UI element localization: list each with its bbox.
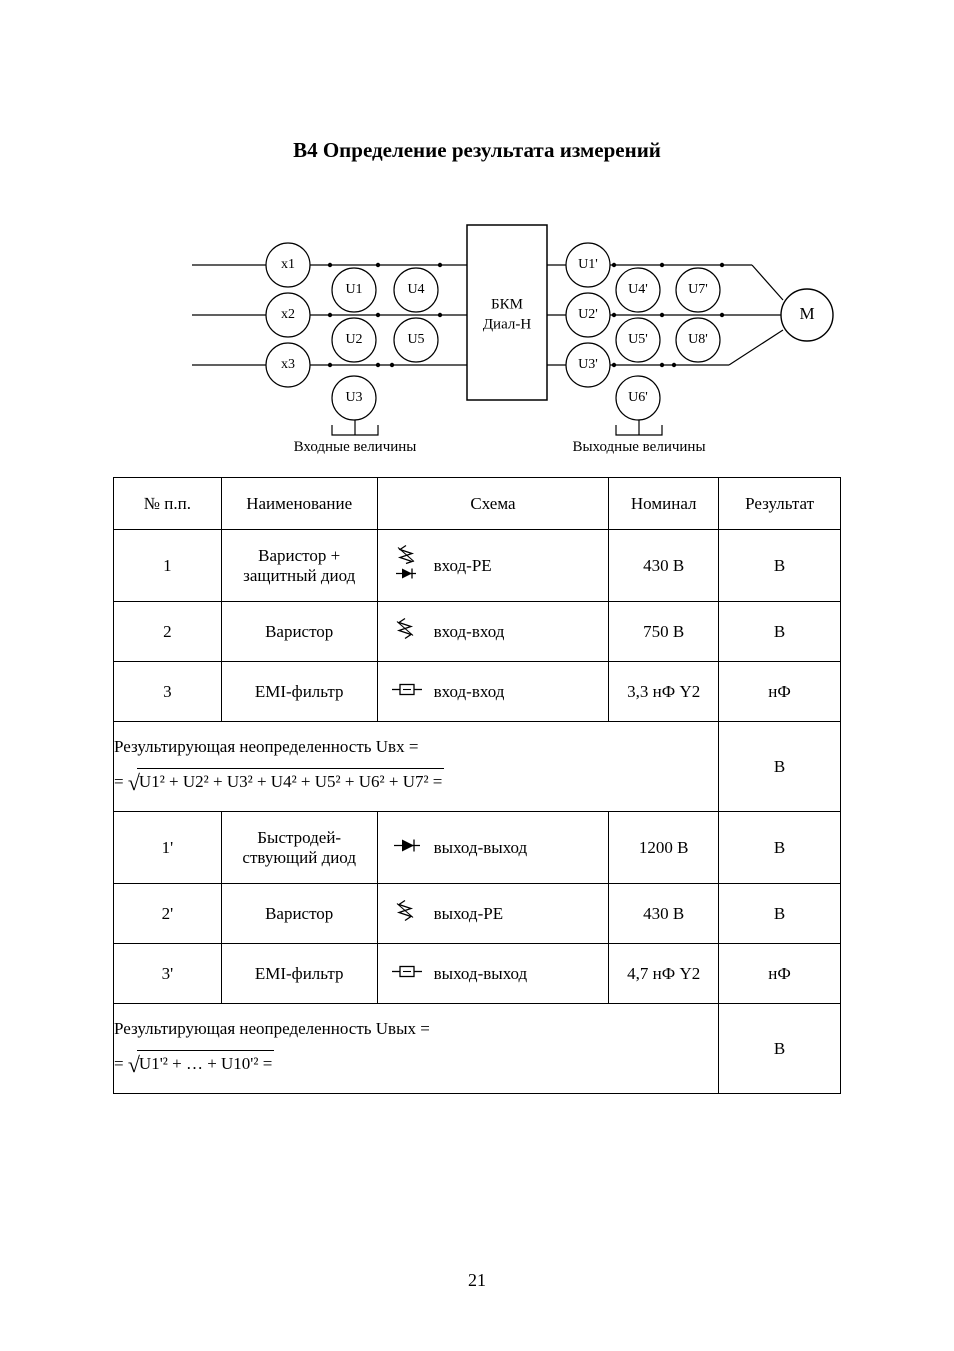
block-diagram: БКМ Диал-Н x1 x2 x3 U1 U2 U3 bbox=[192, 225, 832, 445]
left-input-x-group: x1 x2 x3 bbox=[266, 243, 310, 387]
page: B4 Определение результата измерений БКМ … bbox=[0, 0, 954, 1351]
hdr-res: Результат bbox=[719, 478, 841, 530]
table-header: № п.п. Наименование Схема Номинал Резуль… bbox=[114, 478, 841, 530]
left-u1-3: U1 U2 U3 bbox=[328, 263, 380, 420]
table-row: 2 Варистор вход-вход 750 В В bbox=[114, 602, 841, 662]
formula-row-in: Результирующая неопределенность Uвх = = … bbox=[114, 722, 841, 812]
table-row: 2' Варистор выход-PE 430 В В bbox=[114, 884, 841, 944]
svg-text:x2: x2 bbox=[281, 307, 295, 322]
svg-text:U4': U4' bbox=[628, 282, 648, 297]
svg-text:x3: x3 bbox=[281, 357, 295, 372]
svg-text:U2: U2 bbox=[345, 332, 362, 347]
hdr-n: № п.п. bbox=[114, 478, 222, 530]
svg-text:U3': U3' bbox=[578, 357, 598, 372]
table-row: 3 EMI-фильтр вход-вход 3,3 нФ Y2 нФ bbox=[114, 662, 841, 722]
svg-text:U1: U1 bbox=[345, 282, 362, 297]
right-tail-label: Выходные величины bbox=[572, 439, 705, 455]
svg-text:U3: U3 bbox=[345, 390, 362, 405]
formula-in-prefix: Результирующая неопределенность Uвх = bbox=[114, 737, 418, 756]
bkm-label-1: БКМ bbox=[491, 296, 523, 312]
uncertainty-table: № п.п. Наименование Схема Номинал Резуль… bbox=[113, 477, 841, 1094]
formula-row-out: Результирующая неопределенность Uвых = =… bbox=[114, 1004, 841, 1094]
right-u4-6: U4' U5' U6' bbox=[612, 263, 664, 420]
formula-out-under: U1'² + … + U10'² = bbox=[137, 1050, 274, 1077]
svg-text:x1: x1 bbox=[281, 257, 295, 272]
page-number: 21 bbox=[0, 1270, 954, 1291]
varistor-icon bbox=[392, 616, 418, 647]
svg-text:U7': U7' bbox=[688, 282, 708, 297]
formula-in-under: U1² + U2² + U3² + U4² + U5² + U6² + U7² … bbox=[137, 768, 444, 795]
bkm-label-2: Диал-Н bbox=[483, 316, 532, 332]
formula-out-prefix: Результирующая неопределенность Uвых = bbox=[114, 1019, 430, 1038]
hdr-schema: Схема bbox=[377, 478, 609, 530]
svg-text:U8': U8' bbox=[688, 332, 708, 347]
svg-text:U2': U2' bbox=[578, 307, 598, 322]
svg-text:U6': U6' bbox=[628, 390, 648, 405]
svg-text:U5': U5' bbox=[628, 332, 648, 347]
varistor-diode-icon bbox=[392, 543, 420, 588]
svg-text:U1': U1' bbox=[578, 257, 598, 272]
emi-filter-icon bbox=[392, 680, 422, 703]
table-row: 1 Варистор + защитный диод вход-PE bbox=[114, 530, 841, 602]
svg-text:M: M bbox=[799, 304, 814, 323]
hdr-nom: Номинал bbox=[609, 478, 719, 530]
fast-diode-icon bbox=[392, 836, 422, 859]
hdr-name: Наименование bbox=[221, 478, 377, 530]
table-row: 1' Быстродей-ствующий диод выход-выход 1… bbox=[114, 812, 841, 884]
bkm-block bbox=[467, 225, 547, 400]
left-tail-label: Входные величины bbox=[294, 439, 417, 455]
page-title: B4 Определение результата измерений bbox=[0, 138, 954, 163]
svg-text:U4: U4 bbox=[407, 282, 424, 297]
svg-text:U5: U5 bbox=[407, 332, 424, 347]
emi-filter-icon bbox=[392, 962, 422, 985]
varistor-icon bbox=[392, 898, 418, 929]
table-row: 3' EMI-фильтр выход-выход 4,7 нФ Y2 нФ bbox=[114, 944, 841, 1004]
right-u1-3: U1' U2' U3' bbox=[566, 243, 610, 387]
